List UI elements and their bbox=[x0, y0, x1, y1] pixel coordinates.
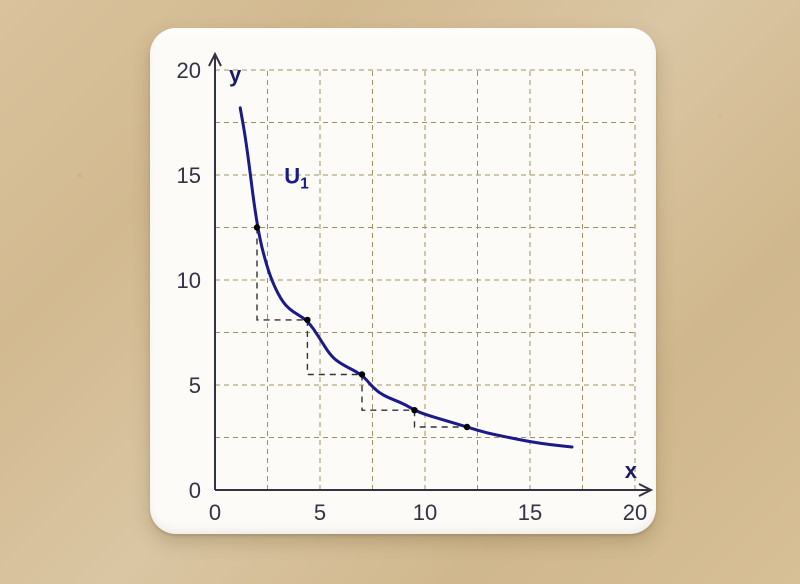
curve-marker bbox=[304, 317, 310, 323]
chart-card: 0 5 10 15 20 0 5 10 15 20 x y U1 bbox=[150, 28, 656, 534]
x-tick-label: 10 bbox=[413, 500, 437, 525]
y-axis-label: y bbox=[229, 62, 242, 87]
y-tick-label: 15 bbox=[177, 163, 201, 188]
x-tick-label: 0 bbox=[209, 500, 221, 525]
y-tick-label: 20 bbox=[177, 58, 201, 83]
curve-label: U1 bbox=[284, 163, 309, 192]
utility-curve bbox=[240, 108, 572, 447]
x-tick-label: 15 bbox=[518, 500, 542, 525]
y-tick-label: 0 bbox=[189, 478, 201, 503]
curve-marker bbox=[464, 424, 470, 430]
curve-marker bbox=[254, 224, 260, 230]
x-tick-label: 20 bbox=[623, 500, 647, 525]
x-tick-label: 5 bbox=[314, 500, 326, 525]
curve-marker bbox=[411, 407, 417, 413]
textured-background: { "canvas": { "width": 800, "height": 58… bbox=[0, 0, 800, 584]
indifference-curve-chart: 0 5 10 15 20 0 5 10 15 20 x y U1 bbox=[0, 0, 800, 584]
x-axis-label: x bbox=[625, 458, 638, 483]
step-guide-lines bbox=[257, 228, 467, 428]
curve-marker bbox=[359, 371, 365, 377]
y-tick-label: 10 bbox=[177, 268, 201, 293]
y-tick-label: 5 bbox=[189, 373, 201, 398]
